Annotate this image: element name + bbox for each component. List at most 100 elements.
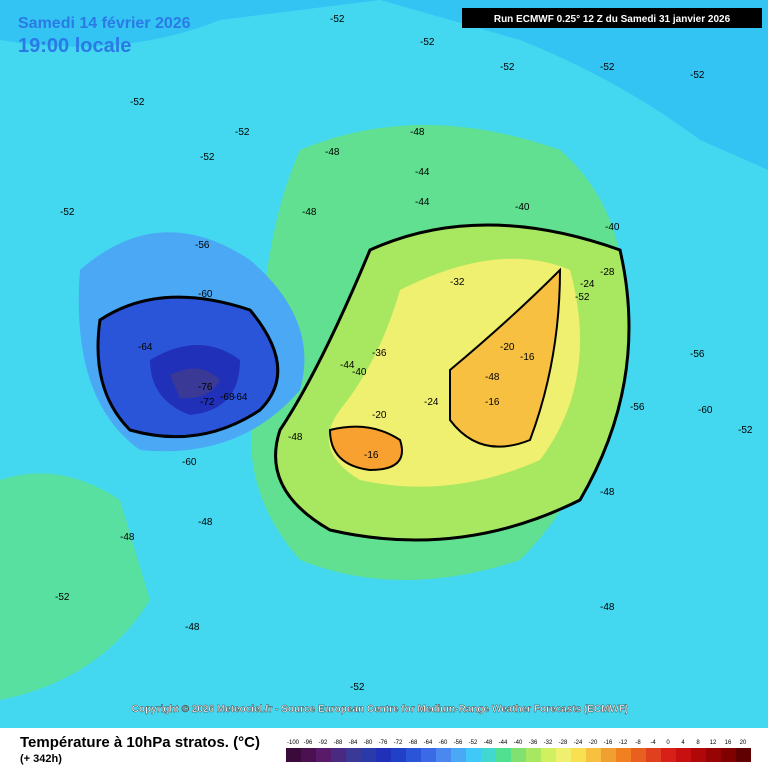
contour-label: -64 [233,392,248,403]
contour-label: -40 [515,202,530,213]
colorbar-tick-label: -84 [349,740,358,746]
contour-label: -56 [690,349,705,360]
contour-label: -52 [55,592,70,603]
contour-label: -48 [198,517,213,528]
contour-label: -52 [350,682,365,693]
date-label: Samedi 14 février 2026 [18,15,191,32]
colorbar-swatch [316,748,331,762]
footer-lead: (+ 342h) [20,753,62,765]
cold-region [0,0,768,170]
colorbar-tick-label: -96 [304,740,313,746]
colorbar-swatch [481,748,496,762]
contour-label: -60 [698,405,713,416]
colorbar-swatch [331,748,346,762]
colorbar-tick-label: -88 [334,740,343,746]
contour-label: -52 [330,14,345,25]
contour-label: -20 [500,342,515,353]
contour-label: -20 [372,410,387,421]
colorbar-swatch [646,748,661,762]
colorbar-tick-label: -12 [619,740,628,746]
colorbar-swatch [556,748,571,762]
colorbar-tick-label: -24 [574,740,583,746]
colorbar-tick-label: -44 [499,740,508,746]
vortex-center [170,368,220,399]
colorbar-tick-label: -8 [635,740,641,746]
colorbar-swatch [436,748,451,762]
colorbar-swatch [466,748,481,762]
colorbar-tick-label: -60 [439,740,448,746]
contour-label: -48 [325,147,340,158]
green-region [0,473,150,700]
contour-label: -24 [424,397,439,408]
colorbar-swatch [496,748,511,762]
colorbar-swatch [361,748,376,762]
contour-label: -48 [600,487,615,498]
colorbar-tick-label: -16 [604,740,613,746]
colorbar-tick-label: -76 [379,740,388,746]
contour-label: -64 [138,342,153,353]
colorbar-swatch [391,748,406,762]
contour-label: -16 [520,352,535,363]
contour-label: -48 [185,622,200,633]
colorbar-tick-label: 20 [740,740,747,746]
colorbar-swatch [301,748,316,762]
contour-label: -52 [738,425,753,436]
colorbar-tick-label: -56 [454,740,463,746]
colorbar-tick-label: -20 [589,740,598,746]
contour-label: -48 [600,602,615,613]
contour-label: -48 [288,432,303,443]
colorbar-swatch [586,748,601,762]
contour-label: -52 [600,62,615,73]
colorbar-swatch [451,748,466,762]
colorbar-swatch [571,748,586,762]
time-label: 19:00 locale [18,35,131,57]
contour-label: -52 [500,62,515,73]
colorbar: -100 -96 -92 -88 -84 -80 -76 -72 -68 -64 -60 -56 -52… [286,740,751,762]
colorbar-swatch [601,748,616,762]
contour-label: -48 [120,532,135,543]
run-box [462,8,762,28]
colorbar-tick-label: -32 [544,740,553,746]
contour-label: -52 [60,207,75,218]
contour-label: -24 [580,279,595,290]
colorbar-tick-label: -4 [650,740,656,746]
contour-label: -44 [415,197,430,208]
contour-label: -60 [182,457,197,468]
colorbar-tick-label: 4 [681,740,685,746]
contour-label: -72 [200,397,215,408]
colorbar-swatch [691,748,706,762]
colorbar-tick-label: -36 [529,740,538,746]
contour-label: -36 [372,348,387,359]
colorbar-swatch [286,748,301,762]
colorbar-tick-label: -72 [394,740,403,746]
contour-label: -52 [420,37,435,48]
colorbar-swatch [541,748,556,762]
contour-label: -52 [575,292,590,303]
contour-label: -56 [630,402,645,413]
contour-label: -52 [235,127,250,138]
colorbar-swatch [421,748,436,762]
contour-label: -52 [200,152,215,163]
colorbar-tick-label: 0 [666,740,670,746]
warm-core-east [449,267,562,448]
run-label: Run ECMWF 0.25° 12 Z du Samedi 31 janvie… [494,14,731,25]
colorbar-tick-label: -100 [287,740,300,746]
contour-label: -28 [600,267,615,278]
colorbar-swatch [616,748,631,762]
contour-label: -44 [415,167,430,178]
colorbar-tick-label: -28 [559,740,568,746]
colorbar-tick-label: 16 [725,740,732,746]
footer-title: Température à 10hPa stratos. (°C) [20,734,260,751]
contour-label: -52 [130,97,145,108]
contour-label: -48 [302,207,317,218]
colorbar-swatch [736,748,751,762]
contour-label: -60 [198,289,213,300]
colorbar-swatch [511,748,526,762]
colorbar-swatch [376,748,391,762]
contour-label: -48 [410,127,425,138]
contour-label: -32 [450,277,465,288]
colorbar-tick-label: 12 [710,740,717,746]
warm-core-west [328,425,403,472]
colorbar-swatch [661,748,676,762]
